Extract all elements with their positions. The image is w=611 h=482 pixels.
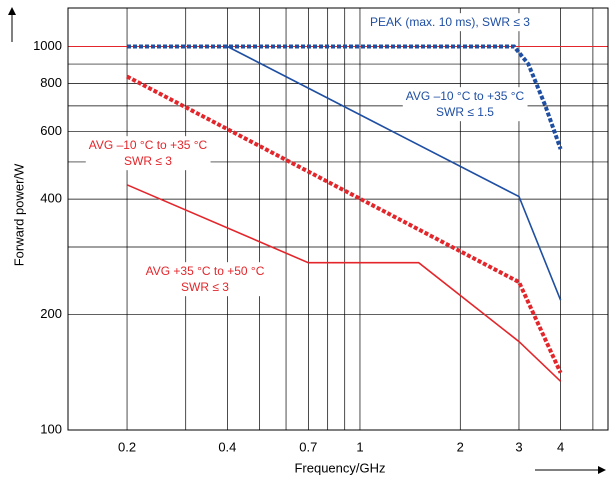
series-line [227, 45, 562, 301]
x-tick-label: 0.2 [118, 439, 136, 454]
x-tick-label: 1 [356, 439, 363, 454]
series-label: AVG –10 °C to +35 °C [406, 89, 525, 103]
series-label: SWR ≤ 1.5 [436, 105, 494, 119]
x-tick-label: 3 [515, 439, 522, 454]
y-axis-label: Forward power/W [11, 163, 26, 266]
series-label: SWR ≤ 3 [124, 154, 172, 168]
series-line [126, 74, 563, 374]
series-label: PEAK (max. 10 ms), SWR ≤ 3 [370, 15, 530, 29]
plot-border [67, 7, 609, 431]
x-tick-label: 0.4 [218, 439, 236, 454]
y-tick-label: 400 [40, 191, 62, 206]
y-tick-label: 800 [40, 75, 62, 90]
x-tick-label: 0.7 [299, 439, 317, 454]
series-line [127, 44, 563, 150]
label-background [142, 262, 268, 297]
label-background [367, 13, 534, 32]
y-tick-label: 1000 [33, 38, 62, 53]
x-tick-label: 4 [557, 439, 564, 454]
series-label: SWR ≤ 3 [181, 280, 229, 294]
x-axis-label: Frequency/GHz [294, 460, 385, 475]
y-tick-label: 200 [40, 306, 62, 321]
y-tick-label: 600 [40, 123, 62, 138]
y-tick-label: 100 [40, 421, 62, 436]
label-background [85, 136, 211, 171]
x-tick-label: 2 [457, 439, 464, 454]
label-background [402, 87, 528, 122]
series-label: AVG +35 °C to +50 °C [146, 264, 265, 278]
series-line [126, 184, 562, 382]
series-label: AVG –10 °C to +35 °C [89, 138, 208, 152]
